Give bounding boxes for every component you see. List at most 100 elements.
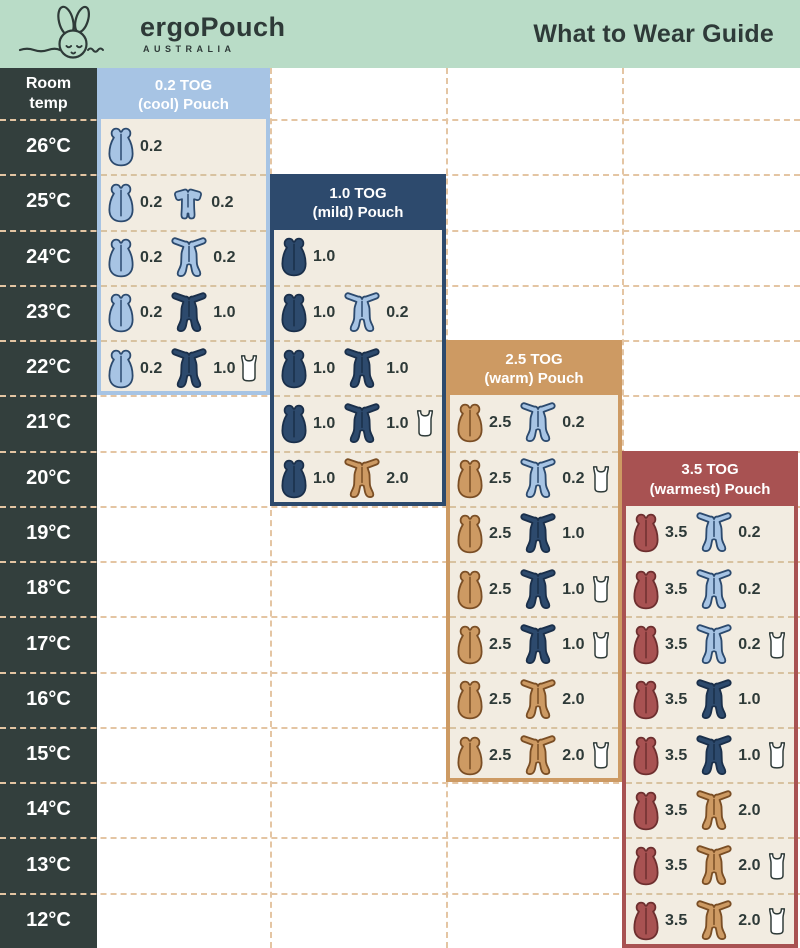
pouch-tog-value: 1.0 [313,248,336,266]
pouch-recommendation: 3.5 [631,678,687,722]
singlet-icon [768,742,786,769]
suit-recommendation: 1.0 [342,347,409,390]
singlet-icon [592,465,610,493]
suit-tog-value: 2.0 [562,746,585,764]
temp-label: 12°C [26,908,71,931]
suit-tog-value: 0.2 [562,470,585,488]
suit-recommendation: 1.0 [694,679,761,721]
pouch-icon [457,625,483,665]
pouch-recommendation: 0.2 [106,236,162,280]
onesie-icon [171,347,207,388]
pouch-icon [108,294,134,333]
singlet-recommendation [765,905,789,938]
suit-recommendation: 2.0 [342,458,409,500]
suit-recommendation: 0.2 [518,458,585,500]
pouch-icon [457,736,483,775]
singlet-icon [592,742,610,769]
onesie-icon [696,845,732,886]
guide-row-26°C: 0.2 [101,119,266,174]
pouch-icon [633,736,659,775]
suit-tog-value: 0.2 [213,249,236,267]
singlet-recommendation [589,463,613,496]
singlet-icon [768,907,786,935]
pouch-tog-value: 3.5 [665,746,688,764]
pouch-icon [633,681,659,720]
onesie-icon [520,569,556,609]
singlet-recommendation [765,850,789,883]
suit-recommendation: 2.0 [518,734,585,777]
pouch-tog-value: 1.0 [313,414,336,432]
pouch-tog-value: 3.5 [665,524,688,542]
suit-tog-value: 0.2 [738,524,761,542]
pouch-recommendation: 2.5 [455,568,511,612]
panel-title-line2: (mild) Pouch [312,204,404,222]
suit-tog-value: 1.0 [213,359,236,377]
pouch-tog-value: 2.5 [489,525,512,543]
guide-row-19°C: 2.5 1.0 [450,505,618,561]
onesie-icon [520,402,556,442]
pouch-icon [108,183,134,223]
temp-label: 17°C [26,632,71,655]
suit-recommendation: 0.2 [169,185,234,221]
suit-tog-value: 1.0 [562,525,585,543]
pouch-tog-value: 2.5 [489,580,512,598]
suit-tog-value: 0.2 [211,193,234,211]
pouch-recommendation: 2.5 [455,678,511,722]
pouch-recommendation: 2.5 [455,623,511,667]
onesie-icon [520,734,556,775]
panel-3.5-tog: 3.5 TOG (warmest) Pouch 3.5 0.2 3.5 0.2 3.5 0.2… [622,450,798,948]
pouch-icon [108,349,134,388]
onesie-icon [696,790,732,830]
pouch-icon [281,459,307,499]
pouch-icon [108,127,134,166]
singlet-recommendation [589,739,613,772]
suit-recommendation: 1.0 [342,403,409,445]
pouch-recommendation: 0.2 [106,181,162,225]
pouch-icon [457,515,483,554]
guide-row-24°C: 1.0 [274,230,442,285]
singlet-icon [416,410,434,438]
pouch-recommendation: 3.5 [631,568,687,612]
guide-row-18°C: 2.5 1.0 [450,561,618,616]
guide-row-25°C: 0.2 0.2 [101,174,266,229]
onesie-icon [344,347,380,388]
pouch-tog-value: 3.5 [665,912,688,930]
pouch-recommendation: 3.5 [631,844,687,888]
suit-recommendation: 0.2 [518,402,585,444]
pouch-tog-value: 1.0 [313,304,336,322]
suit-tog-value: 2.0 [738,857,761,875]
onesie-icon [520,458,556,499]
suit-recommendation: 1.0 [169,292,236,334]
onesie-icon [520,624,556,665]
onesie-icon [696,679,732,720]
panel-title-line1: 2.5 TOG [505,350,563,368]
temp-label: 26°C [26,135,71,158]
pouch-icon [457,570,483,610]
temp-label: 14°C [26,798,71,821]
guide-row-17°C: 3.5 0.2 [626,616,794,671]
pouch-tog-value: 3.5 [665,580,688,598]
pouch-icon [281,404,307,444]
pouch-icon [633,902,659,941]
pouch-recommendation: 1.0 [279,291,335,335]
suit-tog-value: 2.0 [738,801,761,819]
onesie-icon [520,513,556,554]
onesie-icon [696,512,732,553]
singlet-recommendation [589,573,613,606]
romper-icon [174,188,203,220]
singlet-recommendation [765,629,789,662]
suit-recommendation: 0.2 [169,237,236,279]
pouch-recommendation: 0.2 [106,347,162,391]
guide-row-22°C: 0.2 1.0 [101,340,266,391]
suit-recommendation: 0.2 [694,569,761,611]
suit-tog-value: 1.0 [386,359,409,377]
guide-row-23°C: 1.0 0.2 [274,284,442,340]
temp-label: 23°C [26,300,71,323]
onesie-icon [171,237,207,278]
pouch-recommendation: 2.5 [455,457,511,501]
guide-row-16°C: 3.5 1.0 [626,671,794,727]
pouch-icon [281,294,307,333]
temp-header-line: temp [29,94,68,112]
ergopouch-logo: ergoPouch AUSTRALIA [18,5,286,63]
